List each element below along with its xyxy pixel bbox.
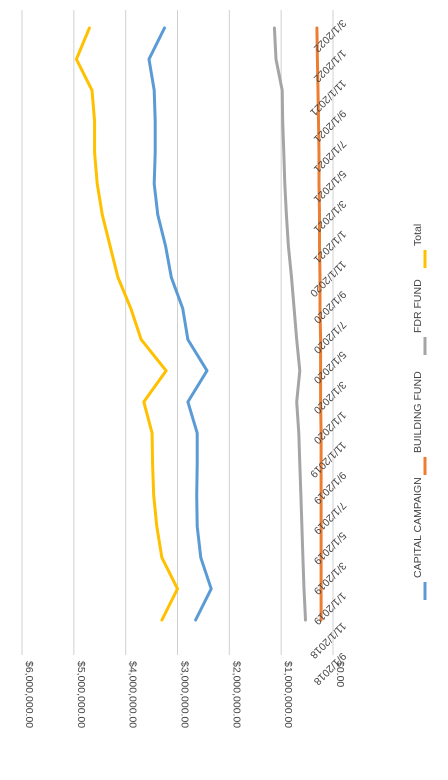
legend-label: FDR FUND [412,279,424,333]
gridlines [21,10,334,655]
value-tick-label: $4,000,000.00 [127,661,139,728]
legend: CAPITAL CAMPAIGN BUILDING FUND FDR FUND Tot… [412,224,427,600]
legend-label: Total [412,224,424,246]
series-line-building-fund [315,26,323,622]
value-tick-label: $6,000,000.00 [23,661,35,728]
value-tick-label: $3,000,000.00 [179,661,191,728]
series-line-capital-campaign [147,26,213,622]
value-tick-label: $2,000,000.00 [230,661,242,728]
value-tick-label: $5,000,000.00 [75,661,87,728]
value-axis-tick-labels: $0.00 $1,000,000.00 $2,000,000.00 $3,000,00… [23,661,346,728]
legend-label: BUILDING FUND [412,371,424,453]
date-axis-tick-labels: 9/1/201811/1/20181/1/20193/1/20195/1/201… [307,17,348,687]
series-line-total [74,26,179,622]
value-tick-label: $0.00 [334,661,346,687]
legend-label: CAPITAL CAMPAIGN [412,477,424,578]
value-tick-label: $1,000,000.00 [282,661,294,728]
series-line-fdr-fund [272,26,307,622]
series-lines [74,26,323,622]
